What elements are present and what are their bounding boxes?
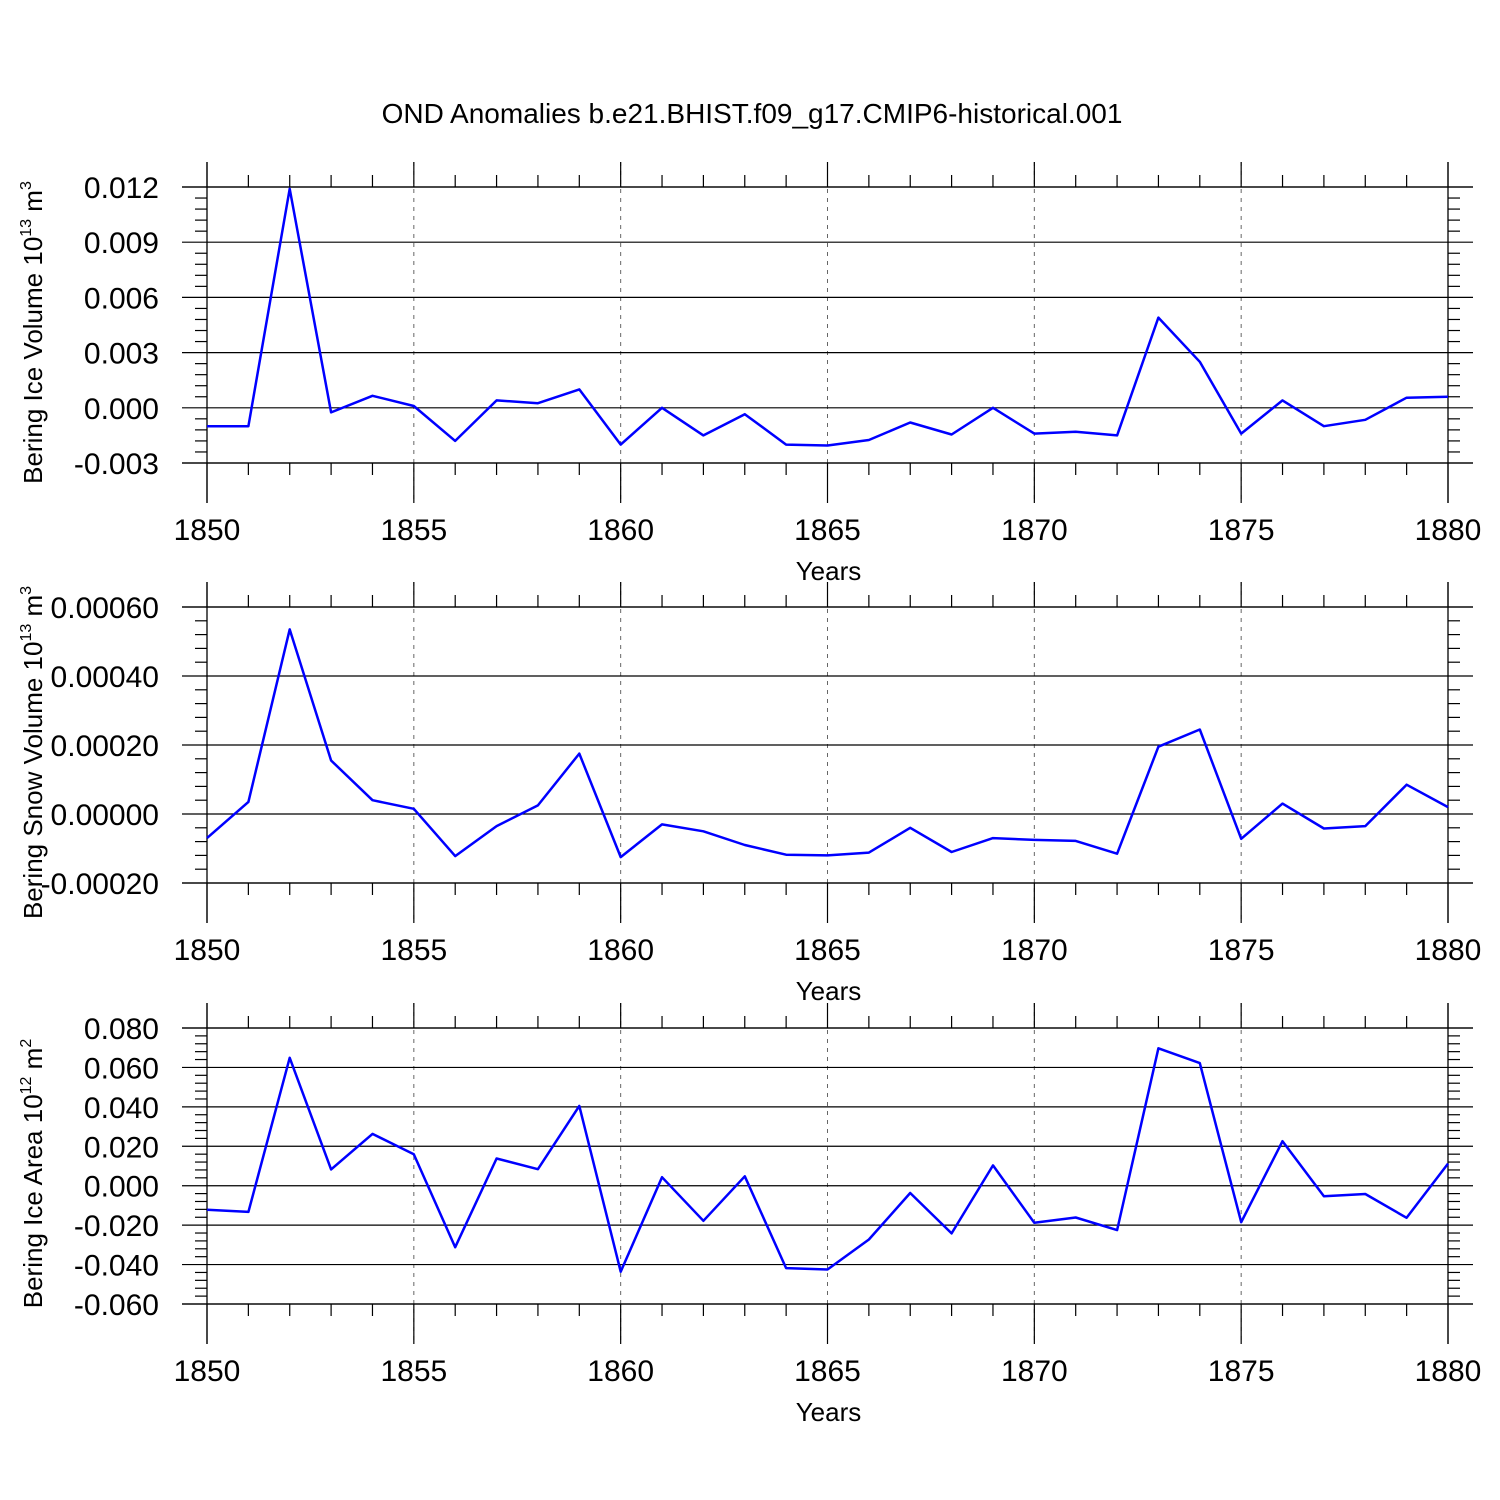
y-axis-title: Bering Ice Volume 1013 m3: [18, 181, 48, 484]
y-tick-label: 0.080: [84, 1013, 159, 1046]
x-tick-label: 1880: [1415, 1355, 1482, 1388]
series-line: [207, 187, 1449, 447]
x-axis-title: Years: [796, 1397, 862, 1427]
series-line: [206, 628, 1449, 859]
chart-panel-2: 0.00060 0.00040 0.00020 0.00000 -0.00020 1850…: [18, 582, 1481, 1006]
x-tick-label: 1865: [794, 1355, 861, 1388]
x-tick-label: 1860: [587, 1355, 654, 1388]
x-tick-label: 1860: [587, 514, 654, 547]
y-tick-label: 0.00060: [51, 592, 159, 625]
x-tick-label: 1855: [380, 934, 447, 967]
figure-title: OND Anomalies b.e21.BHIST.f09_g17.CMIP6-…: [382, 98, 1123, 129]
y-tick-label: 0.060: [84, 1052, 159, 1085]
y-tick-label: 0.000: [84, 1171, 159, 1204]
x-tick-label: 1875: [1208, 514, 1275, 547]
y-tick-label: -0.020: [74, 1210, 159, 1243]
series-line: [206, 1047, 1449, 1273]
x-tick-label: 1870: [1001, 1355, 1068, 1388]
x-axis-title: Years: [796, 556, 862, 586]
y-tick-label: 0.00000: [51, 799, 159, 832]
y-tick-label: 0.040: [84, 1092, 159, 1125]
y-tick-label: 0.00020: [51, 730, 159, 763]
y-tick-label: -0.00020: [41, 868, 159, 901]
y-tick-label: 0.00040: [51, 661, 159, 694]
y-tick-label: 0.006: [84, 282, 159, 315]
y-tick-label: -0.003: [74, 448, 159, 481]
x-tick-label: 1875: [1208, 934, 1275, 967]
y-tick-label: -0.040: [74, 1250, 159, 1283]
x-tick-label: 1865: [794, 514, 861, 547]
x-tick-label: 1855: [380, 514, 447, 547]
y-tick-label: 0.012: [84, 172, 159, 205]
x-tick-label: 1870: [1001, 514, 1068, 547]
y-axis-title: Bering Snow Volume 1013 m3: [18, 586, 48, 919]
x-tick-label: 1875: [1208, 1355, 1275, 1388]
x-tick-label: 1880: [1415, 514, 1482, 547]
y-tick-label: -0.060: [74, 1289, 159, 1322]
x-tick-label: 1850: [174, 934, 241, 967]
x-tick-label: 1855: [380, 1355, 447, 1388]
y-tick-label: 0.000: [84, 393, 159, 426]
y-axis-title: Bering Ice Area 1012 m2: [18, 1039, 48, 1309]
chart-panel-3: 0.080 0.060 0.040 0.020 0.000 -0.020 -0.040 -0.…: [18, 1003, 1481, 1427]
y-tick-label: 0.009: [84, 227, 159, 260]
x-tick-label: 1870: [1001, 934, 1068, 967]
panels: 0.012 0.009 0.006 0.003 0.000 -0.003 1850 1855 1…: [18, 162, 1481, 1427]
x-tick-label: 1850: [174, 514, 241, 547]
x-tick-label: 1850: [174, 1355, 241, 1388]
y-tick-label: 0.020: [84, 1131, 159, 1164]
x-tick-label: 1865: [794, 934, 861, 967]
x-tick-label: 1860: [587, 934, 654, 967]
y-tick-label: 0.003: [84, 338, 159, 371]
chart-panel-1: 0.012 0.009 0.006 0.003 0.000 -0.003 1850 1855 1…: [18, 162, 1481, 586]
x-axis-title: Years: [796, 976, 862, 1006]
x-tick-label: 1880: [1415, 934, 1482, 967]
